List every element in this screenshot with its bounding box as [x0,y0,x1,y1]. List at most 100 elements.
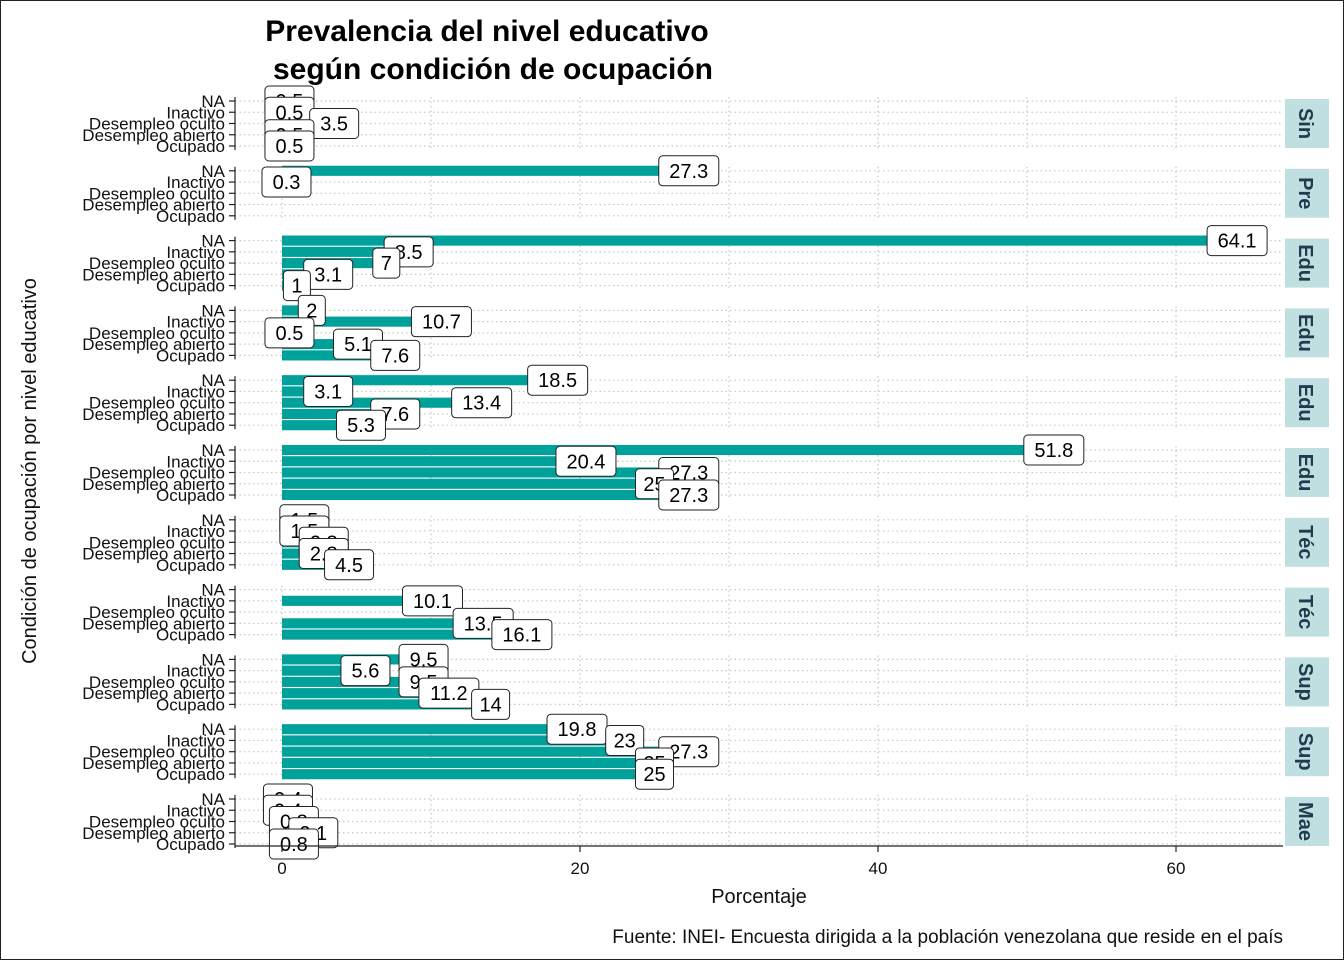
data-label: 8.5 [395,242,423,264]
bar [282,305,312,316]
y-category-label: NA [201,162,225,181]
y-category-label: Desempleo oculto [89,464,225,483]
y-category-label: Ocupado [156,765,225,784]
facet-strip [1285,99,1329,148]
data-label: 25 [643,764,665,786]
data-label: 0.3 [273,172,301,194]
facet-strip-label: Edu [1294,244,1316,282]
data-label: 27.3 [669,463,708,485]
y-category-label: Desempleo abierto [82,545,225,564]
data-label-box [264,317,315,349]
bar [282,420,361,431]
bar [282,746,689,757]
y-category-label: NA [201,441,225,460]
data-label-box [471,688,511,720]
y-category-label: Desempleo abierto [82,614,225,633]
data-label: 0.5 [276,323,304,345]
y-category-label: Desempleo oculto [89,254,225,273]
facet-strip [1285,727,1329,777]
data-label: 7 [381,253,392,275]
y-category-label: Ocupado [156,486,225,505]
bar [282,618,484,629]
bar [282,724,578,735]
data-label-box [1206,225,1268,257]
facet-strip-label: Mae [1294,802,1316,841]
y-category-label: Ocupado [156,207,225,226]
data-label-box [372,247,401,279]
data-label: 3.1 [314,381,342,403]
data-label-box [491,619,553,651]
y-category-label: Ocupado [156,137,225,156]
data-label: 9.5 [410,649,438,671]
facet-strip [1285,168,1329,218]
data-label: 13.4 [462,393,501,415]
y-category-label: Inactivo [166,103,225,122]
y-category-label: Desempleo oculto [89,324,225,343]
facet-strip [1285,797,1329,846]
y-category-label: Desempleo abierto [82,754,225,773]
strip-layer: Sin Pre Edu Edu Edu Edu Téc Téc Sup Sup Mae [1285,99,1329,846]
data-label-box [401,585,463,617]
data-label: 7.6 [381,404,409,426]
y-category-label: Desempleo oculto [89,533,225,552]
y-category-label: Ocupado [156,695,225,714]
data-label-box [282,270,311,302]
bar [282,757,655,769]
grid-layer [235,97,1283,848]
data-label: 5.6 [352,661,380,683]
facet-strip-label: Edu [1294,454,1316,492]
data-label: 23 [614,730,636,752]
data-label-box [370,339,421,371]
data-label: 10.1 [413,591,452,613]
y-category-label: Inactivo [166,801,225,820]
bar [282,595,433,606]
facet-strip-label: Edu [1294,384,1316,422]
data-label: 14 [479,694,501,716]
data-label: 51.8 [1034,440,1073,462]
chart-title-line-1: Prevalencia del nivel educativo [265,15,709,48]
bar [282,489,689,501]
y-category-label: NA [201,581,225,600]
facet-strip-label: Sup [1294,663,1316,701]
y-category-label: NA [201,650,225,669]
bar [282,478,655,489]
bar [282,246,409,257]
bar [282,456,586,467]
y-category-label: NA [201,232,225,251]
y-category-label: Ocupado [156,346,225,365]
data-label-box [635,758,674,790]
facet-strip [1285,587,1329,637]
y-category-label: Desempleo abierto [82,405,225,424]
facet-strip [1285,378,1329,428]
data-label-box [527,364,589,396]
bar [282,339,358,350]
y-category-label: Desempleo abierto [82,126,225,145]
label-layer: 0.50.53.50.50.527.30.364.18.573.11210.70… [261,85,1268,860]
data-label: 19.8 [558,719,597,741]
data-label: 18.5 [538,370,577,392]
y-category-label: Desempleo oculto [89,743,225,762]
y-category-label: Desempleo oculto [89,394,225,413]
data-label-box [555,445,617,477]
y-category-label: Inactivo [166,173,225,192]
bar-layer [282,95,1238,850]
bar [282,665,366,676]
data-label: 11.2 [430,683,467,705]
y-category-label: Inactivo [166,243,225,262]
data-label: 5.1 [344,334,372,356]
y-category-label: Desempleo oculto [89,813,225,832]
x-tick-label: 0 [277,859,286,878]
y-category-label: Desempleo abierto [82,684,225,703]
data-label-box [605,724,645,756]
facet-strip [1285,238,1329,288]
data-label-box [340,655,391,687]
bar [282,688,449,699]
y-category-label: Desempleo oculto [89,184,225,203]
y-category-label: NA [201,371,225,390]
y-category-label: NA [201,92,225,111]
data-label-box [451,387,513,419]
y-category-label: Desempleo abierto [82,265,225,284]
x-axis-title: Porcentaje [711,886,807,908]
